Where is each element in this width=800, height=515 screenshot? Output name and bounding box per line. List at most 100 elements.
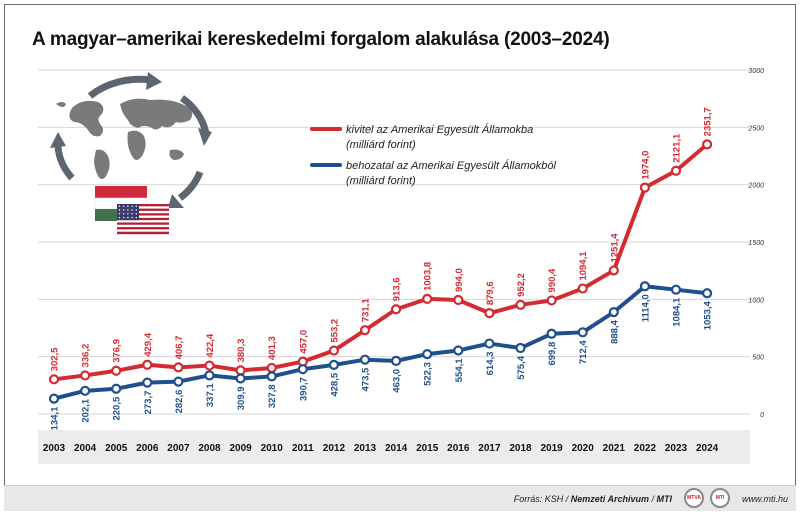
chart-title: A magyar–amerikai kereskedelmi forgalom … [32,29,610,50]
us-flag-stripe [117,227,169,230]
x-tick-label: 2014 [385,443,408,454]
export-data-label: 1003,8 [423,262,434,291]
import-point [204,370,215,381]
export-point [173,362,184,373]
x-tick-label: 2021 [603,443,626,454]
x-tick-label: 2022 [634,443,657,454]
import-data-label: 273,7 [143,391,154,415]
us-flag-star [131,213,133,215]
mti-logo: MTI [710,488,730,508]
us-flag-stripe [117,215,169,219]
export-data-label: 401,3 [267,336,278,360]
us-flag-stripe [117,224,169,228]
x-tick-label: 2011 [292,443,314,454]
us-flag-star [131,205,133,207]
us-flag-star [135,205,137,207]
cycle-arrowheads [50,72,212,208]
legend-import-label-1: behozatal az Amerikai Egyesült Államokbó… [346,159,556,172]
import-data-label: 1114,0 [640,294,651,322]
import-data-label: 699,8 [547,342,558,366]
us-flag-star [135,209,137,211]
import-point [515,342,526,354]
y-tick-label: 1500 [748,240,764,247]
import-data-label: 220,5 [112,396,123,420]
export-data-label: 1974,0 [640,151,651,180]
export-point [546,295,557,306]
import-point [484,338,495,349]
us-flag-star [131,209,133,211]
us-flag-stripe [117,220,169,223]
export-point [639,182,651,193]
export-data-label: 429,4 [143,332,154,356]
import-data-label: 202,1 [81,398,92,422]
import-data-label: 134,1 [50,406,61,430]
legend-export-label-2: (milliárd forint) [346,139,416,151]
us-flag-star [135,216,137,219]
y-tick-label: 0 [760,412,764,419]
export-point [515,299,526,310]
export-data-label: 336,2 [81,344,92,368]
export-data-label: 994,0 [454,268,465,292]
x-tick-label: 2017 [478,443,501,454]
x-tick-label: 2006 [136,443,159,454]
x-tick-label: 2004 [74,443,97,454]
export-data-label: 302,5 [50,347,61,371]
us-flag-canton [117,204,139,221]
us-flag-star [118,216,121,219]
import-point [173,376,184,387]
import-point [608,307,619,318]
x-tick-label: 2010 [261,443,284,454]
import-data-label: 712,4 [578,340,589,364]
export-point [391,304,402,315]
export-data-label: 2351,7 [703,107,714,136]
export-data-label: 731,1 [361,298,372,322]
x-tick-label: 2003 [43,443,66,454]
us-flag-stripe [117,208,169,212]
import-data-label: 473,5 [361,367,372,391]
x-tick-label: 2015 [416,443,439,454]
x-tick-label: 2008 [198,443,221,454]
us-flag-star [123,216,125,219]
import-point [142,377,153,388]
export-data-label: 457,0 [298,330,309,354]
import-data-label: 282,6 [174,390,185,414]
y-tick-label: 2000 [747,183,764,190]
export-data-label: 376,9 [112,339,123,363]
import-data-label: 1084,1 [672,297,683,327]
us-flag-star [123,205,125,207]
x-tick-label: 2013 [354,443,377,454]
import-data-label: 554,1 [454,358,465,382]
import-point [266,371,277,382]
export-point [142,359,153,370]
mtva-logo: MTVA [684,488,704,508]
import-point [297,364,308,375]
us-flag-star [123,213,125,215]
export-point [79,370,91,381]
y-tick-label: 2500 [747,125,764,132]
us-flag-stripe [117,229,169,232]
us-flag-star [118,209,121,211]
export-data-label: 913,6 [392,277,403,301]
export-point [204,360,215,371]
import-data-label: 390,7 [298,377,309,401]
export-data-label: 952,2 [516,273,527,297]
export-point [577,283,588,294]
website-link[interactable]: www.mti.hu [741,494,788,504]
import-point [328,359,339,370]
x-tick-label: 2018 [509,443,532,454]
export-point [328,345,339,356]
us-flag-stripe [117,210,169,214]
import-point [577,327,588,338]
import-data-label: 463,0 [392,369,403,393]
export-point [608,265,619,276]
legend-export-label-1: kivitel az Amerikai Egyesült Államokba [346,123,533,136]
import-data-label: 614,3 [485,352,496,376]
us-flag-star [123,209,125,211]
us-flag-star [118,205,121,207]
export-data-label: 2121,1 [672,133,683,163]
x-tick-label: 2016 [447,443,470,454]
source-credit: Forrás: KSH / Nemzeti Archívum / MTI [513,494,672,504]
import-point [235,373,246,384]
import-point [359,354,371,365]
